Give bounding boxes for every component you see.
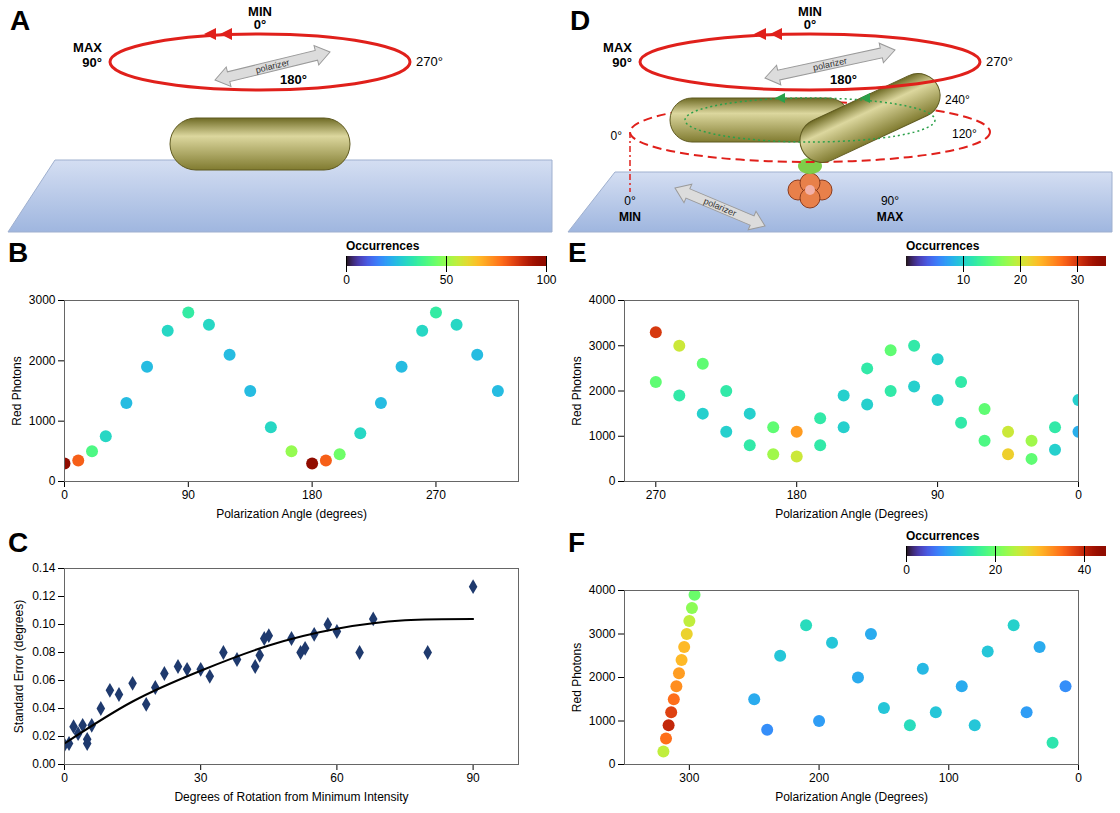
svg-text:100: 100 bbox=[939, 771, 959, 785]
svg-text:Polarization Angle (Degrees): Polarization Angle (Degrees) bbox=[775, 507, 928, 521]
svg-text:4000: 4000 bbox=[589, 293, 616, 307]
html-text:B: B bbox=[8, 237, 29, 268]
svg-text:0.04: 0.04 bbox=[32, 701, 56, 715]
svg-text:30: 30 bbox=[1071, 273, 1085, 287]
svg-text:20: 20 bbox=[1014, 273, 1028, 287]
svg-text:0°: 0° bbox=[624, 194, 636, 208]
svg-text:Standard Error (degrees): Standard Error (degrees) bbox=[12, 600, 26, 733]
svg-text:Occurrences: Occurrences bbox=[906, 239, 980, 253]
svg-text:270°: 270° bbox=[986, 54, 1013, 69]
html-text:C: C bbox=[8, 527, 29, 558]
svg-text:0: 0 bbox=[61, 771, 68, 785]
svg-text:0: 0 bbox=[49, 474, 56, 488]
svg-text:90°: 90° bbox=[612, 55, 632, 70]
svg-text:0: 0 bbox=[609, 757, 616, 771]
svg-text:Red Photons: Red Photons bbox=[570, 356, 584, 425]
svg-text:0: 0 bbox=[61, 488, 68, 502]
svg-text:30: 30 bbox=[194, 771, 208, 785]
svg-text:MAX: MAX bbox=[877, 210, 904, 224]
svg-text:300: 300 bbox=[679, 771, 699, 785]
svg-text:0.14: 0.14 bbox=[32, 561, 56, 575]
svg-text:MIN: MIN bbox=[798, 4, 822, 19]
svg-text:polarizer: polarizer bbox=[812, 56, 848, 73]
svg-text:240°: 240° bbox=[945, 93, 970, 107]
svg-text:2000: 2000 bbox=[29, 354, 56, 368]
svg-text:60: 60 bbox=[330, 771, 344, 785]
svg-text:0: 0 bbox=[343, 273, 350, 287]
svg-text:2000: 2000 bbox=[589, 384, 616, 398]
svg-text:180°: 180° bbox=[830, 72, 857, 87]
svg-text:Occurrences: Occurrences bbox=[906, 529, 980, 543]
svg-text:0: 0 bbox=[1075, 771, 1082, 785]
svg-text:MAX: MAX bbox=[73, 40, 102, 55]
svg-text:Polarization Angle (degrees): Polarization Angle (degrees) bbox=[216, 507, 367, 521]
svg-text:90°: 90° bbox=[881, 194, 899, 208]
svg-text:270: 270 bbox=[426, 488, 446, 502]
svg-text:MIN: MIN bbox=[619, 210, 641, 224]
svg-text:MAX: MAX bbox=[603, 40, 632, 55]
svg-text:0.02: 0.02 bbox=[32, 729, 56, 743]
svg-text:2000: 2000 bbox=[589, 670, 616, 684]
html-text:F: F bbox=[568, 527, 586, 558]
svg-text:0: 0 bbox=[609, 474, 616, 488]
svg-text:3000: 3000 bbox=[589, 339, 616, 353]
svg-text:200: 200 bbox=[809, 771, 829, 785]
svg-text:90°: 90° bbox=[82, 55, 102, 70]
svg-text:120°: 120° bbox=[952, 127, 977, 141]
svg-text:polarizer: polarizer bbox=[255, 57, 291, 75]
svg-text:0.00: 0.00 bbox=[32, 757, 56, 771]
svg-text:0.12: 0.12 bbox=[32, 589, 56, 603]
svg-text:0.10: 0.10 bbox=[32, 617, 56, 631]
svg-text:3000: 3000 bbox=[589, 627, 616, 641]
svg-text:20: 20 bbox=[989, 563, 1003, 577]
svg-text:Red Photons: Red Photons bbox=[570, 643, 584, 712]
svg-text:180°: 180° bbox=[280, 72, 307, 87]
svg-text:0: 0 bbox=[903, 563, 910, 577]
svg-text:4000: 4000 bbox=[589, 583, 616, 597]
svg-text:Red Photons: Red Photons bbox=[10, 356, 24, 425]
svg-text:Degrees of Rotation from Minim: Degrees of Rotation from Minimum Intensi… bbox=[174, 790, 408, 804]
svg-text:1000: 1000 bbox=[29, 414, 56, 428]
svg-text:1000: 1000 bbox=[589, 429, 616, 443]
svg-text:0°: 0° bbox=[611, 129, 623, 143]
svg-text:90: 90 bbox=[931, 488, 945, 502]
svg-text:270: 270 bbox=[646, 488, 666, 502]
svg-text:50: 50 bbox=[440, 273, 454, 287]
svg-text:3000: 3000 bbox=[29, 293, 56, 307]
svg-text:10: 10 bbox=[957, 273, 971, 287]
svg-text:polarizer: polarizer bbox=[702, 196, 738, 219]
html-text:E: E bbox=[568, 237, 587, 268]
svg-text:0.08: 0.08 bbox=[32, 645, 56, 659]
svg-text:D: D bbox=[570, 5, 590, 36]
svg-text:180: 180 bbox=[302, 488, 322, 502]
svg-text:90: 90 bbox=[466, 771, 480, 785]
svg-text:0: 0 bbox=[1075, 488, 1082, 502]
svg-text:0.06: 0.06 bbox=[32, 673, 56, 687]
svg-text:40: 40 bbox=[1078, 563, 1092, 577]
svg-text:Occurrences: Occurrences bbox=[346, 239, 420, 253]
svg-text:A: A bbox=[10, 5, 30, 36]
svg-text:0°: 0° bbox=[804, 17, 816, 32]
svg-text:MIN: MIN bbox=[248, 4, 272, 19]
svg-text:180: 180 bbox=[787, 488, 807, 502]
svg-text:90: 90 bbox=[182, 488, 196, 502]
svg-text:270°: 270° bbox=[416, 54, 443, 69]
svg-text:100: 100 bbox=[536, 273, 556, 287]
svg-text:Polarization Angle (Degrees): Polarization Angle (Degrees) bbox=[775, 790, 928, 804]
svg-text:1000: 1000 bbox=[589, 714, 616, 728]
svg-text:0°: 0° bbox=[254, 17, 266, 32]
